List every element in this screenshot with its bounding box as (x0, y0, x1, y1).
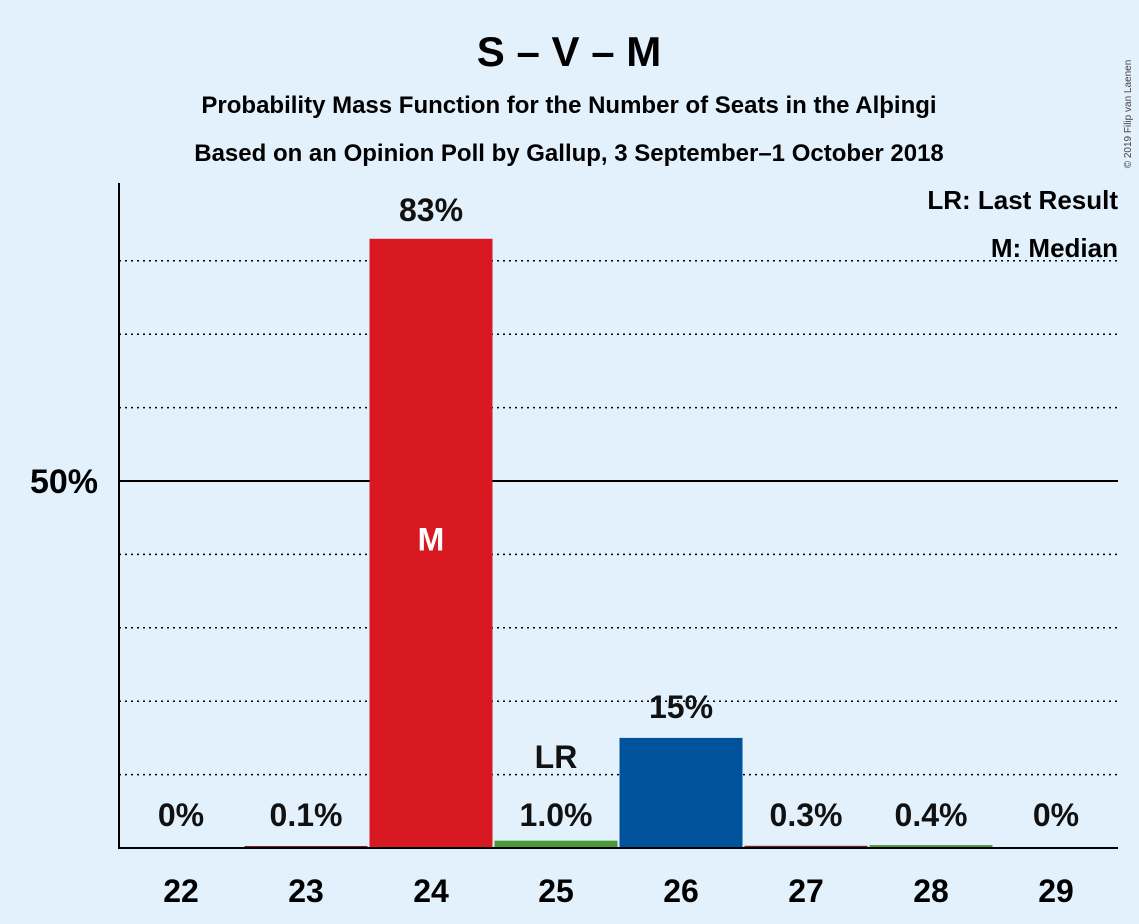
bar-24 (369, 238, 493, 848)
copyright: © 2019 Filip van Laenen (1123, 60, 1134, 169)
x-tick-label-26: 26 (663, 873, 699, 909)
x-tick-label-28: 28 (913, 873, 949, 909)
x-tick-label-25: 25 (538, 873, 574, 909)
legend-last-result: LR: Last Result (927, 185, 1118, 215)
x-tick-labels: 22 23 24 25 26 27 28 29 (163, 873, 1074, 909)
x-tick-label-24: 24 (413, 873, 449, 909)
data-label-27: 0.3% (770, 797, 843, 833)
data-labels: 0% 0.1% 83% M 1.0% LR 15% 0.3% 0.4% 0% (158, 192, 1079, 833)
bars (244, 238, 993, 848)
data-label-26: 15% (649, 689, 713, 725)
chart-title: S – V – M (477, 28, 661, 75)
bar-28 (869, 845, 993, 848)
bar-27 (744, 845, 868, 848)
x-tick-label-22: 22 (163, 873, 199, 909)
x-tick-label-23: 23 (288, 873, 324, 909)
x-tick-label-27: 27 (788, 873, 824, 909)
data-label-28: 0.4% (895, 797, 968, 833)
legend-median: M: Median (991, 233, 1118, 263)
data-label-29: 0% (1033, 797, 1079, 833)
data-label-25: 1.0% (520, 797, 593, 833)
chart-subtitle-source: Based on an Opinion Poll by Gallup, 3 Se… (194, 140, 944, 167)
y-tick-labels: 50% (30, 463, 98, 501)
median-marker: M (418, 522, 445, 558)
chart-subtitle: Probability Mass Function for the Number… (201, 92, 936, 119)
last-result-marker: LR (535, 739, 578, 775)
y-tick-label: 50% (30, 463, 98, 501)
bar-26 (619, 737, 743, 848)
x-tick-label-29: 29 (1038, 873, 1074, 909)
data-label-24: 83% (399, 192, 463, 228)
bar-25 (494, 840, 618, 848)
data-label-22: 0% (158, 797, 204, 833)
data-label-23: 0.1% (270, 797, 343, 833)
gridlines (119, 260, 1118, 776)
